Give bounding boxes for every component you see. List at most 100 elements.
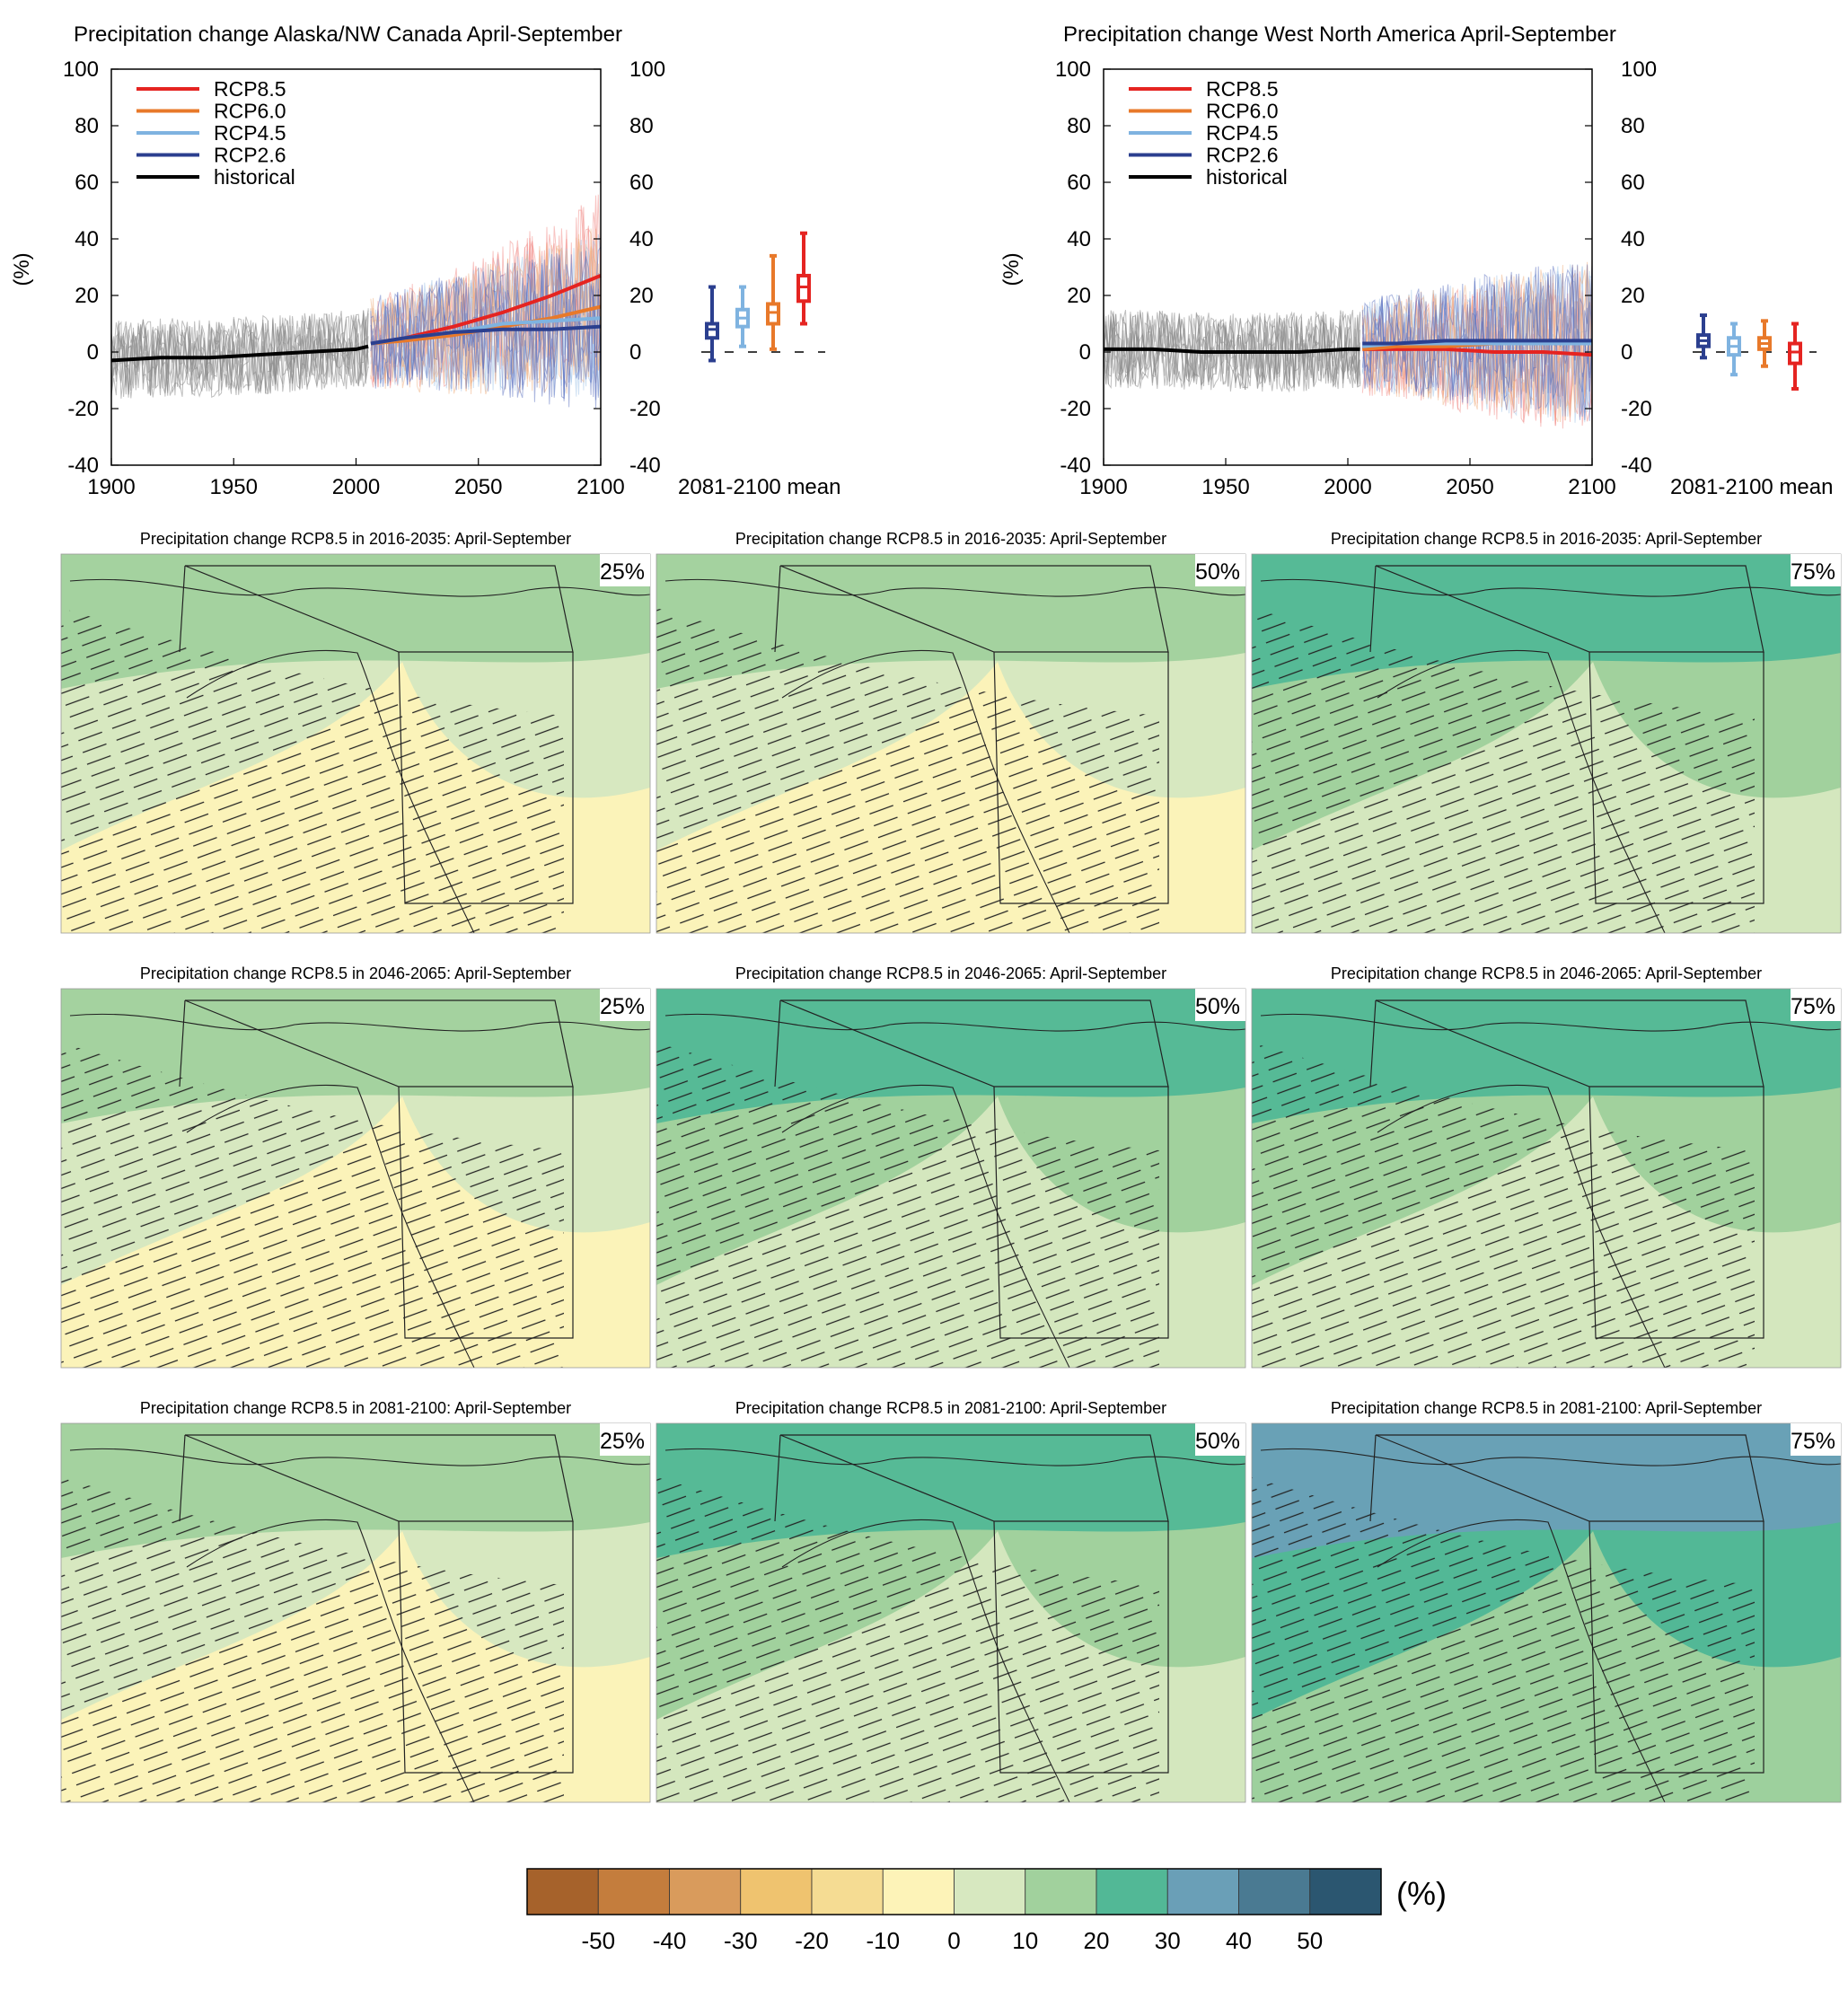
scenario-member-line <box>370 238 602 395</box>
colorbar-segment <box>1096 1868 1168 1915</box>
y-tick-label: -20 <box>67 397 99 421</box>
percentile-label-box <box>1195 1423 1245 1456</box>
boxplot-label: 2081-2100 mean <box>678 475 840 499</box>
map-panel: Precipitation change RCP8.5 in 2081-2100… <box>60 1399 651 1803</box>
series-mean-line-rcp85 <box>1362 347 1593 357</box>
colorbar-tick-label: -40 <box>653 1927 687 1954</box>
percentile-label-box <box>600 554 650 586</box>
map-hatching <box>656 1043 1159 1368</box>
coastline-arctic <box>664 1448 1245 1466</box>
map-frame <box>1251 1422 1842 1803</box>
y-tick-label: 60 <box>75 171 99 195</box>
map-panel: Precipitation change RCP8.5 in 2016-2035… <box>1251 530 1842 934</box>
map-panel-title: Precipitation change RCP8.5 in 2046-2065… <box>1331 964 1762 982</box>
map-panel: Precipitation change RCP8.5 in 2046-2065… <box>1251 964 1842 1369</box>
coastline-arctic <box>1260 1013 1841 1032</box>
map-hatching <box>1252 1477 1755 1802</box>
colorbar-tick-label: 0 <box>947 1927 960 1954</box>
x-tick-label: 1950 <box>1201 475 1249 499</box>
x-tick-label: 2050 <box>1446 475 1493 499</box>
plot-area: -40 -40 -20 -20 0 0 20 20 40 40 60 60 80 80 100 100 1900… <box>1055 57 1657 499</box>
scenario-member-line <box>1361 267 1593 420</box>
map-frame <box>656 553 1246 934</box>
map-body <box>656 554 1245 933</box>
timeseries-chart-west-north-america: Precipitation change West North America … <box>999 22 1833 499</box>
historical-member-line <box>110 311 369 397</box>
region-outline-edge <box>179 999 186 1087</box>
x-tick-label: 2100 <box>576 475 624 499</box>
legend-label: RCP6.0 <box>1206 100 1279 123</box>
colorbar-segment <box>811 1868 884 1915</box>
y-tick-label: 60 <box>1067 171 1091 195</box>
region-outline-edge <box>179 565 186 653</box>
colorbar-segment <box>740 1868 813 1915</box>
legend-label: RCP2.6 <box>1206 144 1279 167</box>
percentile-label: 25% <box>600 1429 645 1454</box>
percentile-label-box <box>1195 554 1245 586</box>
timeseries-chart-alaska: Precipitation change Alaska/NW Canada Ap… <box>10 22 840 499</box>
y-tick-label-right: 40 <box>629 227 654 251</box>
coastline-arctic <box>69 578 650 597</box>
map-panel-title: Precipitation change RCP8.5 in 2081-2100… <box>140 1399 571 1417</box>
map-panel: Precipitation change RCP8.5 in 2016-2035… <box>656 530 1246 934</box>
colorbar: (%) -50 -40 -30 -20 -10 0 10 20 30 40 50 <box>526 1868 1447 1954</box>
colorbar-segment <box>1025 1868 1097 1915</box>
percentile-label-box <box>1791 1423 1841 1456</box>
y-tick-label: 100 <box>1055 57 1091 82</box>
colorbar-tick-label: 20 <box>1084 1927 1110 1954</box>
y-tick-label: 40 <box>75 227 99 251</box>
y-axis-label: (%) <box>10 252 34 286</box>
region-outline-edge <box>774 999 781 1087</box>
y-tick-label: 0 <box>1079 340 1091 365</box>
percentile-label-box <box>1791 554 1841 586</box>
series-mean-line-historical <box>110 344 369 363</box>
y-tick-label-right: 80 <box>629 114 654 138</box>
colorbar-segment <box>597 1868 670 1915</box>
y-tick-label-right: -20 <box>1621 397 1652 421</box>
chart-title: Precipitation change Alaska/NW Canada Ap… <box>74 22 622 47</box>
boxplot-box <box>766 302 780 326</box>
map-body <box>1252 1423 1841 1802</box>
y-tick-label-right: 100 <box>1621 57 1657 82</box>
coastline-arctic <box>69 1448 650 1466</box>
legend-label: historical <box>214 165 295 189</box>
y-tick-label: 80 <box>1067 114 1091 138</box>
colorbar-segment <box>1238 1868 1311 1915</box>
y-tick-label-right: 60 <box>629 171 654 195</box>
percentile-label: 50% <box>1195 559 1240 585</box>
map-body <box>61 554 650 933</box>
map-body <box>1252 989 1841 1368</box>
map-frame <box>60 553 651 934</box>
y-tick-label-right: 100 <box>629 57 665 82</box>
chart-title: Precipitation change West North America … <box>1063 22 1616 47</box>
y-tick-label-right: 20 <box>1621 284 1645 308</box>
series-mean-line-rcp26 <box>370 324 602 346</box>
historical-member-line <box>1103 311 1360 392</box>
colorbar-segment <box>954 1868 1026 1915</box>
map-panel-title: Precipitation change RCP8.5 in 2081-2100… <box>1331 1399 1762 1417</box>
y-tick-label: -40 <box>67 453 99 478</box>
region-outline-edge <box>1369 999 1377 1087</box>
map-panel: Precipitation change RCP8.5 in 2081-2100… <box>1251 1399 1842 1803</box>
map-body <box>1252 554 1841 933</box>
y-tick-label-right: 0 <box>1621 340 1632 365</box>
colorbar-tick-label: -50 <box>581 1927 615 1954</box>
series-mean-line-rcp26 <box>1362 339 1592 346</box>
map-body <box>61 1423 650 1802</box>
coastline-arctic <box>1260 1448 1841 1466</box>
y-tick-label-right: -20 <box>629 397 661 421</box>
map-panel-title: Precipitation change RCP8.5 in 2046-2065… <box>140 964 571 982</box>
y-tick-label-right: -40 <box>1621 453 1652 478</box>
boxplot-box <box>1788 341 1802 365</box>
x-tick-label: 1900 <box>87 475 135 499</box>
region-outline-edge <box>1369 1434 1377 1522</box>
historical-member-line <box>1103 312 1361 392</box>
y-tick-label-right: 40 <box>1621 227 1645 251</box>
percentile-label: 75% <box>1791 1429 1835 1454</box>
legend-label: RCP2.6 <box>214 144 286 167</box>
map-body <box>656 1423 1245 1802</box>
map-hatching <box>61 1043 564 1368</box>
